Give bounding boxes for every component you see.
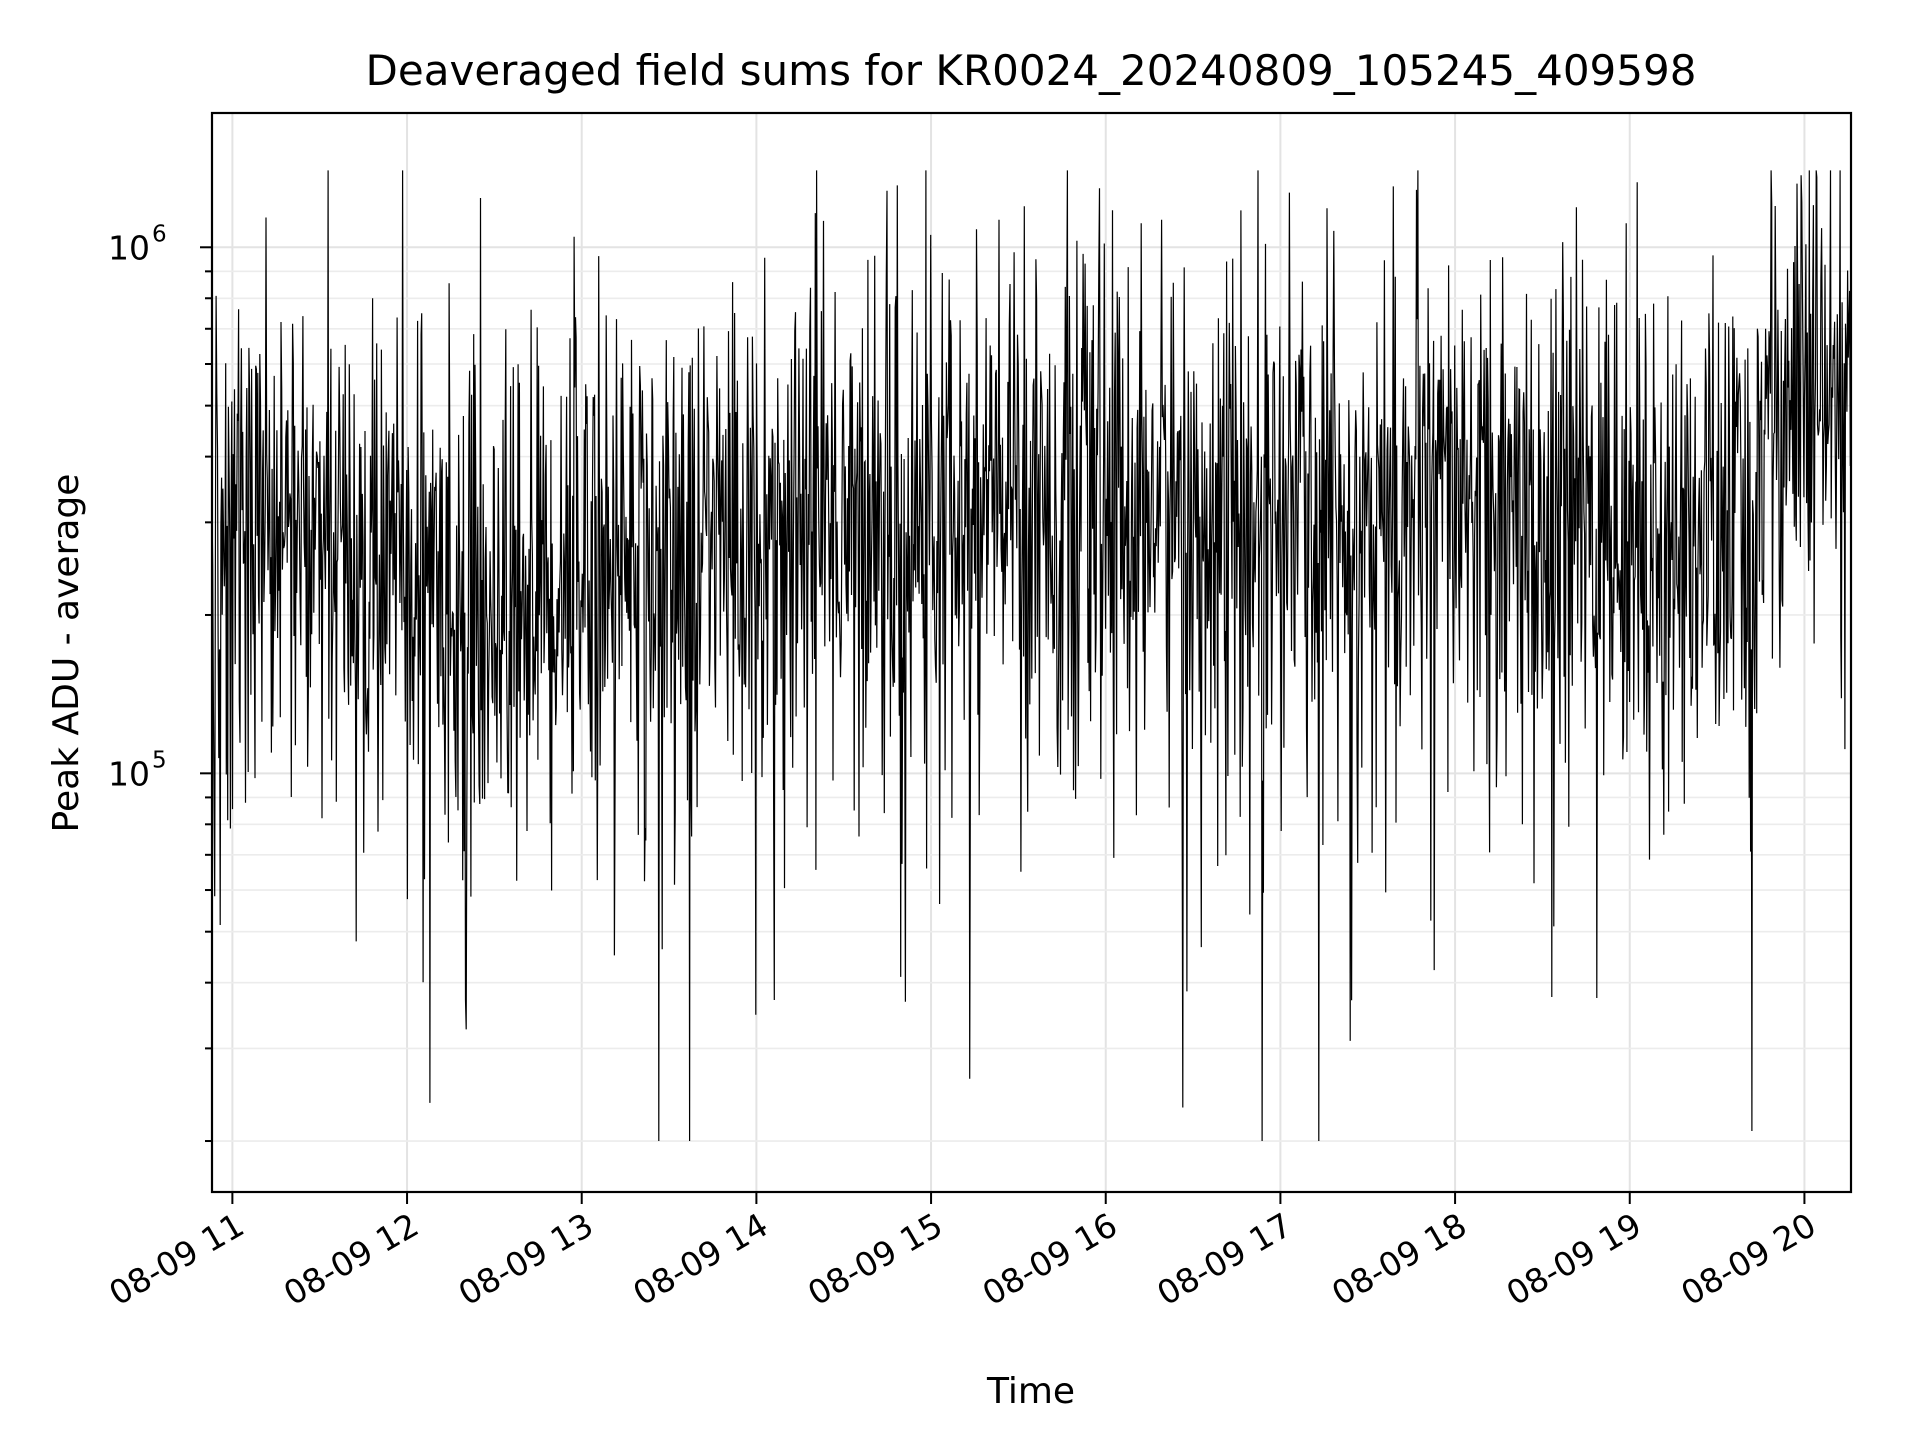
- series-layer: [211, 170, 1852, 1142]
- chart-title: Deaveraged field sums for KR0024_2024080…: [366, 46, 1697, 95]
- grid: [212, 113, 1851, 1192]
- y-tick-exponent: 5: [152, 747, 167, 773]
- x-tick-label: 08-09 14: [626, 1205, 774, 1313]
- x-tick-label: 08-09 12: [277, 1205, 425, 1313]
- plot-frame: [210, 111, 1853, 1194]
- x-tick-label: 08-09 18: [1325, 1205, 1473, 1313]
- x-tick-label: 08-09 13: [452, 1205, 600, 1313]
- x-axis-label: Time: [986, 1371, 1075, 1412]
- x-tick-label: 08-09 16: [976, 1205, 1124, 1313]
- x-tick-label: 08-09 17: [1150, 1205, 1298, 1313]
- x-tick-label: 08-09 20: [1674, 1205, 1822, 1313]
- y-tick-label: 10: [108, 754, 150, 793]
- x-tick-label: 08-09 15: [801, 1205, 949, 1313]
- x-tick-label: 08-09 11: [102, 1205, 250, 1313]
- x-tick-label: 08-09 19: [1500, 1205, 1648, 1313]
- y-axis-label: Peak ADU - average: [46, 474, 87, 833]
- y-tick-exponent: 6: [152, 221, 167, 247]
- ticks: 08-09 11 08-09 12 08-09 13 08-09 14 08-09 15…: [102, 221, 1822, 1313]
- series-line: [211, 170, 1852, 1142]
- y-tick-label: 10: [108, 228, 150, 267]
